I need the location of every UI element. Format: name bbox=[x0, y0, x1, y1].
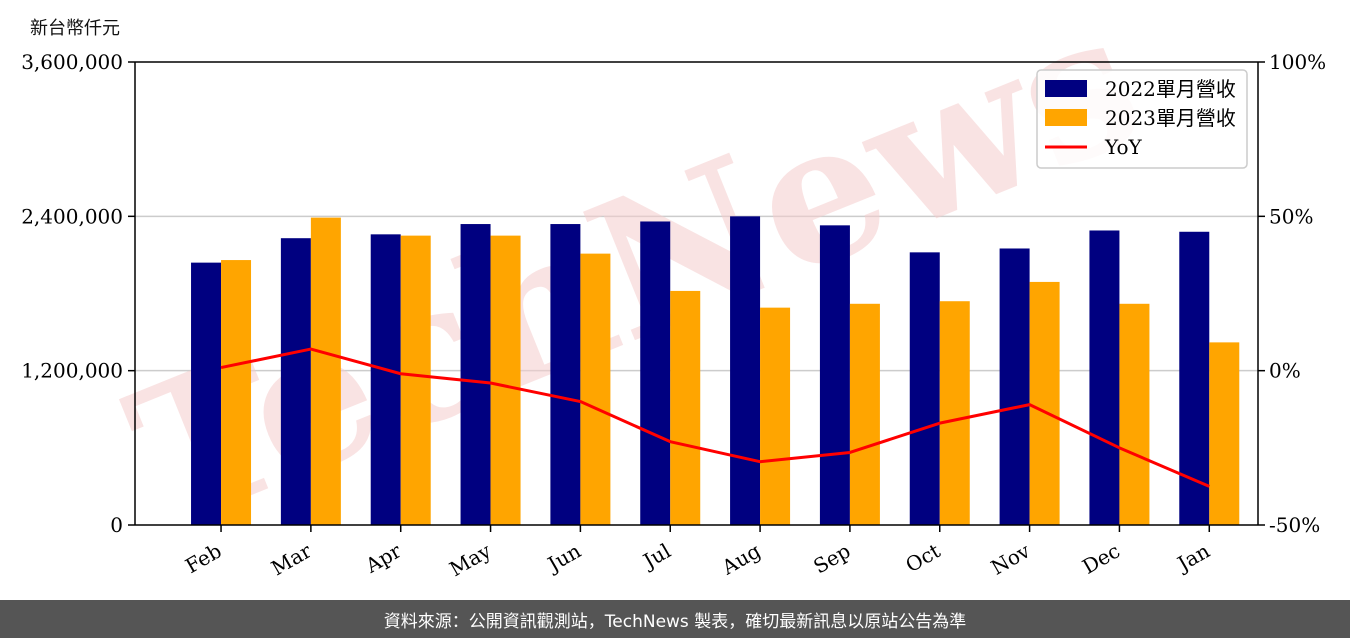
bars bbox=[191, 216, 1240, 526]
x-tick-label-aug: Aug bbox=[717, 538, 765, 579]
y-axis-unit-label: 新台幣仟元 bbox=[30, 18, 120, 39]
bar-2023-jun bbox=[580, 253, 611, 525]
bar-2022-aug bbox=[730, 216, 761, 526]
bar-2023-sep bbox=[849, 303, 880, 525]
left-tick-label: 1,200,000 bbox=[21, 359, 123, 383]
x-tick-label-oct: Oct bbox=[901, 539, 944, 578]
legend-label-2: YoY bbox=[1104, 135, 1143, 159]
bar-2022-sep bbox=[819, 225, 850, 525]
legend-label-1: 2023單月營收 bbox=[1105, 106, 1236, 130]
bar-2022-nov bbox=[999, 248, 1030, 525]
bar-2023-jul bbox=[670, 290, 701, 525]
right-tick-label: 100% bbox=[1269, 50, 1326, 74]
chart: TechNews 01,200,0002,400,0003,600,000-50… bbox=[21, 0, 1326, 581]
x-tick-label-jun: Jun bbox=[542, 538, 585, 577]
bar-2023-mar bbox=[310, 217, 341, 525]
bar-2022-dec bbox=[1089, 230, 1120, 525]
bar-2023-dec bbox=[1119, 303, 1150, 525]
x-tick-label-sep: Sep bbox=[809, 539, 854, 579]
bar-2022-apr bbox=[370, 234, 401, 526]
bar-2023-apr bbox=[400, 235, 431, 525]
x-tick-label-jan: Jan bbox=[1172, 538, 1214, 576]
bar-2023-may bbox=[490, 235, 521, 525]
right-tick-label: 50% bbox=[1269, 204, 1313, 228]
x-tick-label-nov: Nov bbox=[987, 538, 1035, 580]
x-tick-label-may: May bbox=[445, 538, 495, 581]
source-footer: 資料來源：公開資訊觀測站，TechNews 製表，確切最新訊息以原站公告為準 bbox=[0, 600, 1350, 638]
bar-2022-jun bbox=[550, 224, 581, 526]
left-tick-label: 0 bbox=[110, 513, 123, 537]
bar-2023-aug bbox=[760, 307, 791, 525]
left-tick-label: 2,400,000 bbox=[21, 204, 123, 228]
bar-2022-oct bbox=[909, 252, 940, 525]
legend-swatch-0 bbox=[1045, 80, 1087, 97]
right-tick-label: -50% bbox=[1269, 513, 1320, 537]
footer-text: 資料來源：公開資訊觀測站，TechNews 製表，確切最新訊息以原站公告為準 bbox=[383, 611, 967, 632]
yoy-line bbox=[220, 347, 1210, 488]
x-tick-label-dec: Dec bbox=[1078, 539, 1124, 579]
x-tick-label-apr: Apr bbox=[360, 538, 405, 578]
yoy-line-layer bbox=[220, 347, 1210, 488]
axes bbox=[134, 61, 1259, 526]
legend-label-0: 2022單月營收 bbox=[1105, 77, 1236, 101]
bar-2023-feb bbox=[221, 260, 252, 525]
right-tick-label: 0% bbox=[1269, 359, 1301, 383]
x-tick-label-mar: Mar bbox=[267, 538, 316, 580]
bar-2023-oct bbox=[939, 301, 970, 525]
legend-box bbox=[1036, 69, 1248, 169]
bar-2022-mar bbox=[280, 238, 311, 526]
bar-2022-jul bbox=[640, 221, 671, 525]
left-tick-label: 3,600,000 bbox=[21, 50, 123, 74]
legend-swatch-1 bbox=[1045, 109, 1087, 126]
x-tick-label-jul: Jul bbox=[637, 539, 674, 574]
legend: 2022單月營收 2023單月營收 YoY bbox=[1036, 69, 1248, 169]
bar-2022-may bbox=[460, 224, 491, 526]
bar-2023-nov bbox=[1029, 281, 1060, 525]
bar-2022-feb bbox=[191, 262, 222, 525]
bar-2023-jan bbox=[1209, 342, 1240, 525]
